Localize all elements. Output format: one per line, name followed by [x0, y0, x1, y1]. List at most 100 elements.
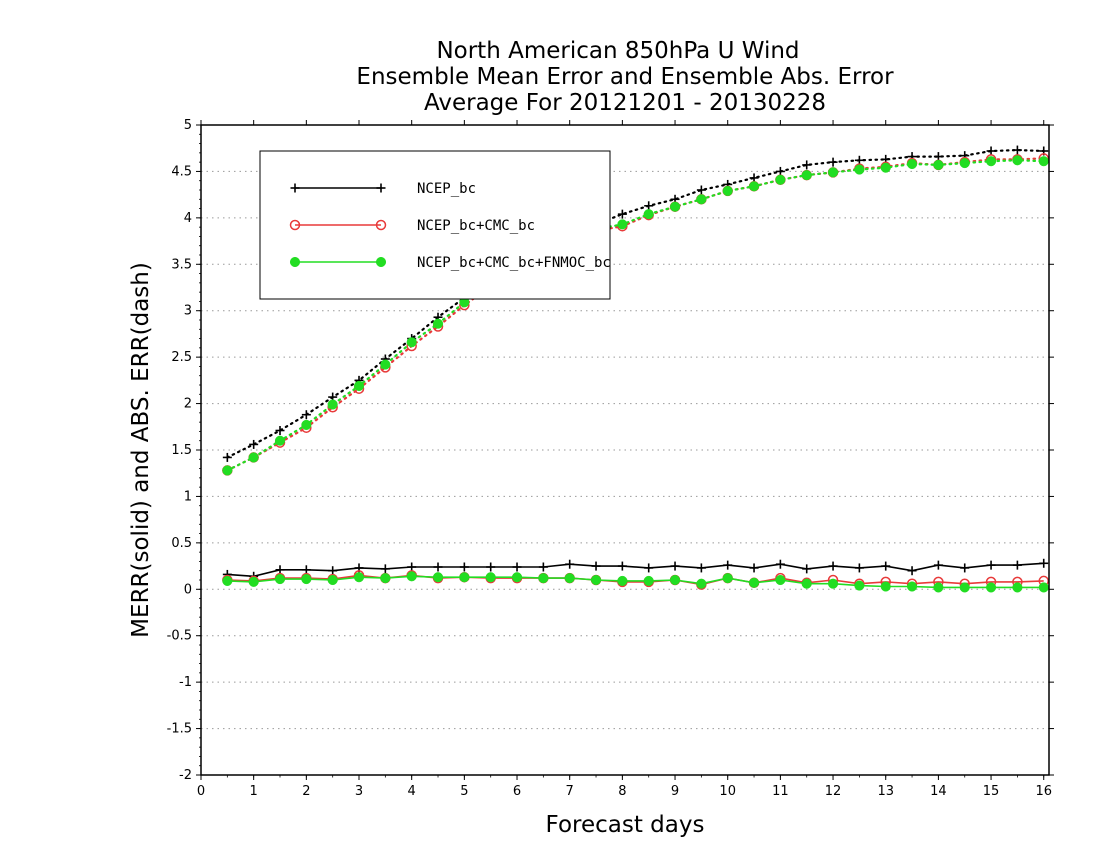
series-3-merr-point: [880, 581, 891, 592]
series-3-merr-point: [222, 575, 233, 586]
series-3-merr-point: [248, 576, 259, 587]
x-tick-label: 9: [671, 784, 679, 799]
series-lines: [222, 145, 1049, 593]
series-1-merr-point: [723, 560, 733, 570]
series-3-merr-point: [722, 573, 733, 584]
series-3-merr-point: [801, 578, 812, 589]
series-3-merr-point: [590, 574, 602, 586]
series-3-abs-err-point: [274, 435, 286, 446]
x-tick-label: 10: [719, 784, 736, 799]
series-1-merr-point: [328, 566, 338, 576]
x-tick-label: 13: [877, 784, 894, 799]
y-axis-label: MERR(solid) and ABS. ERR(dash): [128, 262, 154, 638]
series-1-abs-err-point: [933, 152, 943, 162]
series-1-abs-err-point: [644, 201, 654, 211]
series-1-abs-err-point: [249, 439, 259, 449]
series-1-abs-err-point: [828, 157, 838, 167]
chart-title-line-3: Average For 20121201 - 20130228: [424, 90, 826, 116]
series-1-merr-point: [644, 563, 654, 573]
y-tick-label: 4.5: [171, 164, 192, 179]
series-1-merr-point: [512, 562, 522, 572]
series-3-abs-err-point: [801, 170, 812, 181]
y-tick-label: 5: [184, 118, 192, 133]
series-1-abs-err-point: [775, 166, 785, 176]
y-tick-label: -1.5: [167, 722, 192, 737]
legend-item-2-marker-start: [289, 219, 301, 231]
series-3-merr-point: [933, 582, 944, 593]
axis-ticks: 54.543.532.521.510.50-0.5-1-1.5-20 1 2 3 4 5 6…: [167, 118, 1054, 799]
series-3-merr-point: [274, 574, 286, 585]
series-3-merr-point: [907, 581, 918, 592]
series-3-merr-point: [696, 578, 707, 589]
series-3-merr-point: [380, 573, 391, 584]
series-1-merr-point: [881, 561, 891, 571]
series-3-abs-err-point: [353, 380, 365, 391]
x-tick-label: 16: [1035, 784, 1052, 799]
series-3-abs-err-point: [827, 167, 839, 178]
series-1-abs-err-point: [275, 426, 285, 435]
series-3-abs-err-point: [327, 399, 338, 410]
x-tick-label: 4: [408, 784, 416, 799]
series-1-abs-err-point: [222, 452, 232, 462]
series-1-merr-point: [749, 563, 759, 573]
series-3-merr-point: [827, 578, 839, 589]
y-tick-label: -2: [179, 768, 192, 783]
series-3-abs-err-point: [617, 219, 628, 230]
series-3-merr-point: [485, 572, 496, 583]
series-3-merr-point: [986, 582, 997, 593]
y-tick-label: 0.5: [171, 536, 192, 551]
series-3-merr-point: [1012, 582, 1023, 593]
series-3-merr-point: [406, 571, 417, 582]
series-1-merr-point: [617, 561, 627, 571]
series-3-abs-err-point: [880, 162, 891, 173]
series-1-merr-point: [565, 559, 575, 569]
legend-item-2-label: NCEP_bc+CMC_bc: [417, 218, 535, 234]
series-1-merr-point: [486, 562, 496, 572]
y-tick-label: 3: [184, 304, 192, 319]
series-1-merr-point: [960, 563, 970, 573]
legend-item-2-marker-end: [375, 219, 387, 231]
series-1-merr-point: [275, 565, 285, 575]
legend-item-3-marker-end: [375, 256, 387, 268]
series-1-merr-line: [227, 562, 1044, 578]
series-1-merr-point: [696, 563, 706, 573]
series-3-merr-point: [854, 580, 865, 591]
series-1-merr-point: [407, 562, 417, 572]
series-3-abs-err-point: [722, 185, 733, 196]
series-3-merr-point: [617, 575, 628, 586]
series-3-abs-err-point: [432, 318, 444, 329]
series-1-merr-point: [802, 564, 812, 574]
series-1-abs-err-point: [1012, 145, 1022, 155]
x-tick-label: 0: [197, 784, 205, 799]
series-1-abs-err-point: [749, 173, 759, 183]
series-3-merr-point: [1038, 582, 1049, 593]
series-3-abs-err-point: [907, 158, 918, 170]
x-tick-label: 7: [566, 784, 574, 799]
series-3: [222, 155, 1049, 593]
x-tick-label: 14: [930, 784, 947, 799]
series-1-abs-err-point: [986, 146, 996, 156]
series-3-merr-point: [432, 572, 444, 583]
series-1-merr-point: [459, 562, 469, 572]
y-tick-label: 2: [184, 397, 192, 412]
series-3-abs-err-point: [248, 452, 259, 463]
legend-item-1-marker-end: [376, 183, 386, 193]
series-1-merr-point: [433, 562, 443, 572]
series-3-merr-point: [959, 582, 970, 593]
legend-item-1: NCEP_bc: [290, 181, 476, 197]
series-3-merr-point: [538, 573, 549, 584]
series-2-merr-line: [227, 574, 1044, 586]
legend: NCEP_bc NCEP_bc+CMC_bc NCEP_bc+CMC_bc+FNMO…: [259, 150, 611, 300]
series-1-abs-err-point: [854, 155, 864, 165]
series-3-abs-err-point: [933, 159, 944, 170]
series-3-merr-point: [564, 573, 575, 584]
series-1-merr-point: [1012, 560, 1022, 570]
series-3-abs-err-point: [775, 174, 786, 185]
y-tick-label: -1: [179, 675, 192, 690]
series-3-abs-err-point: [643, 209, 654, 220]
series-3-abs-err-point: [986, 156, 997, 167]
series-1-abs-err-point: [301, 410, 311, 420]
series-1-merr-point: [1039, 558, 1049, 568]
series-3-abs-err-point: [1012, 155, 1023, 166]
